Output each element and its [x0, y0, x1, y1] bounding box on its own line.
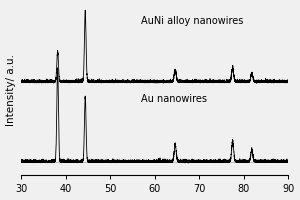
Text: AuNi alloy nanowires: AuNi alloy nanowires [141, 16, 244, 26]
Y-axis label: Intensity/ a.u.: Intensity/ a.u. [6, 54, 16, 126]
Text: Au nanowires: Au nanowires [141, 94, 207, 104]
